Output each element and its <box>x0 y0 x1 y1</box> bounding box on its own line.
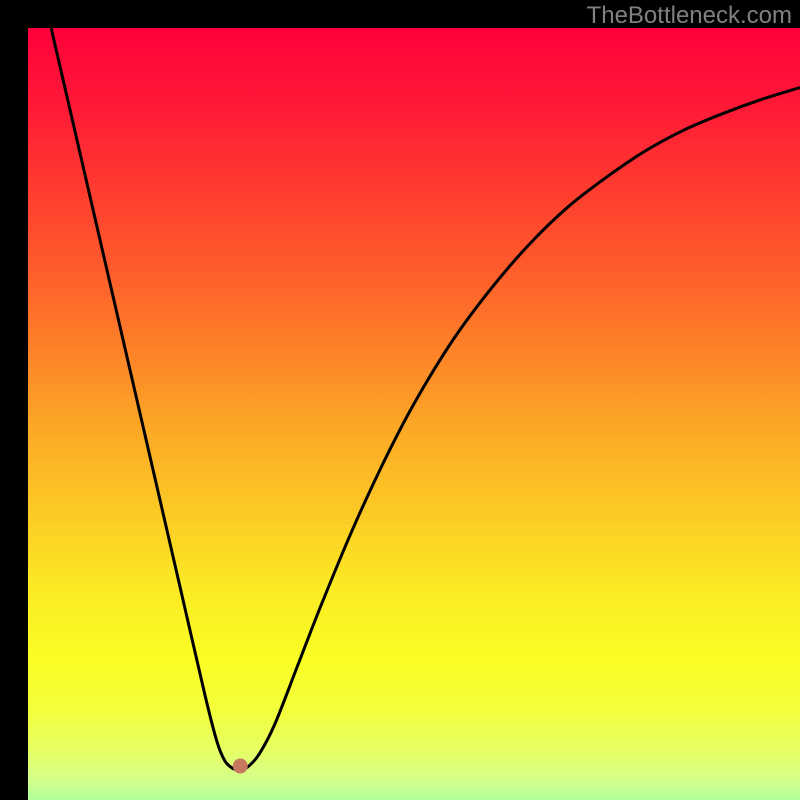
chart-container: TheBottleneck.com <box>0 0 800 800</box>
watermark-text: TheBottleneck.com <box>587 2 792 30</box>
optimal-point-marker <box>233 759 247 773</box>
plot-area <box>0 0 800 800</box>
gradient-background <box>28 28 800 800</box>
